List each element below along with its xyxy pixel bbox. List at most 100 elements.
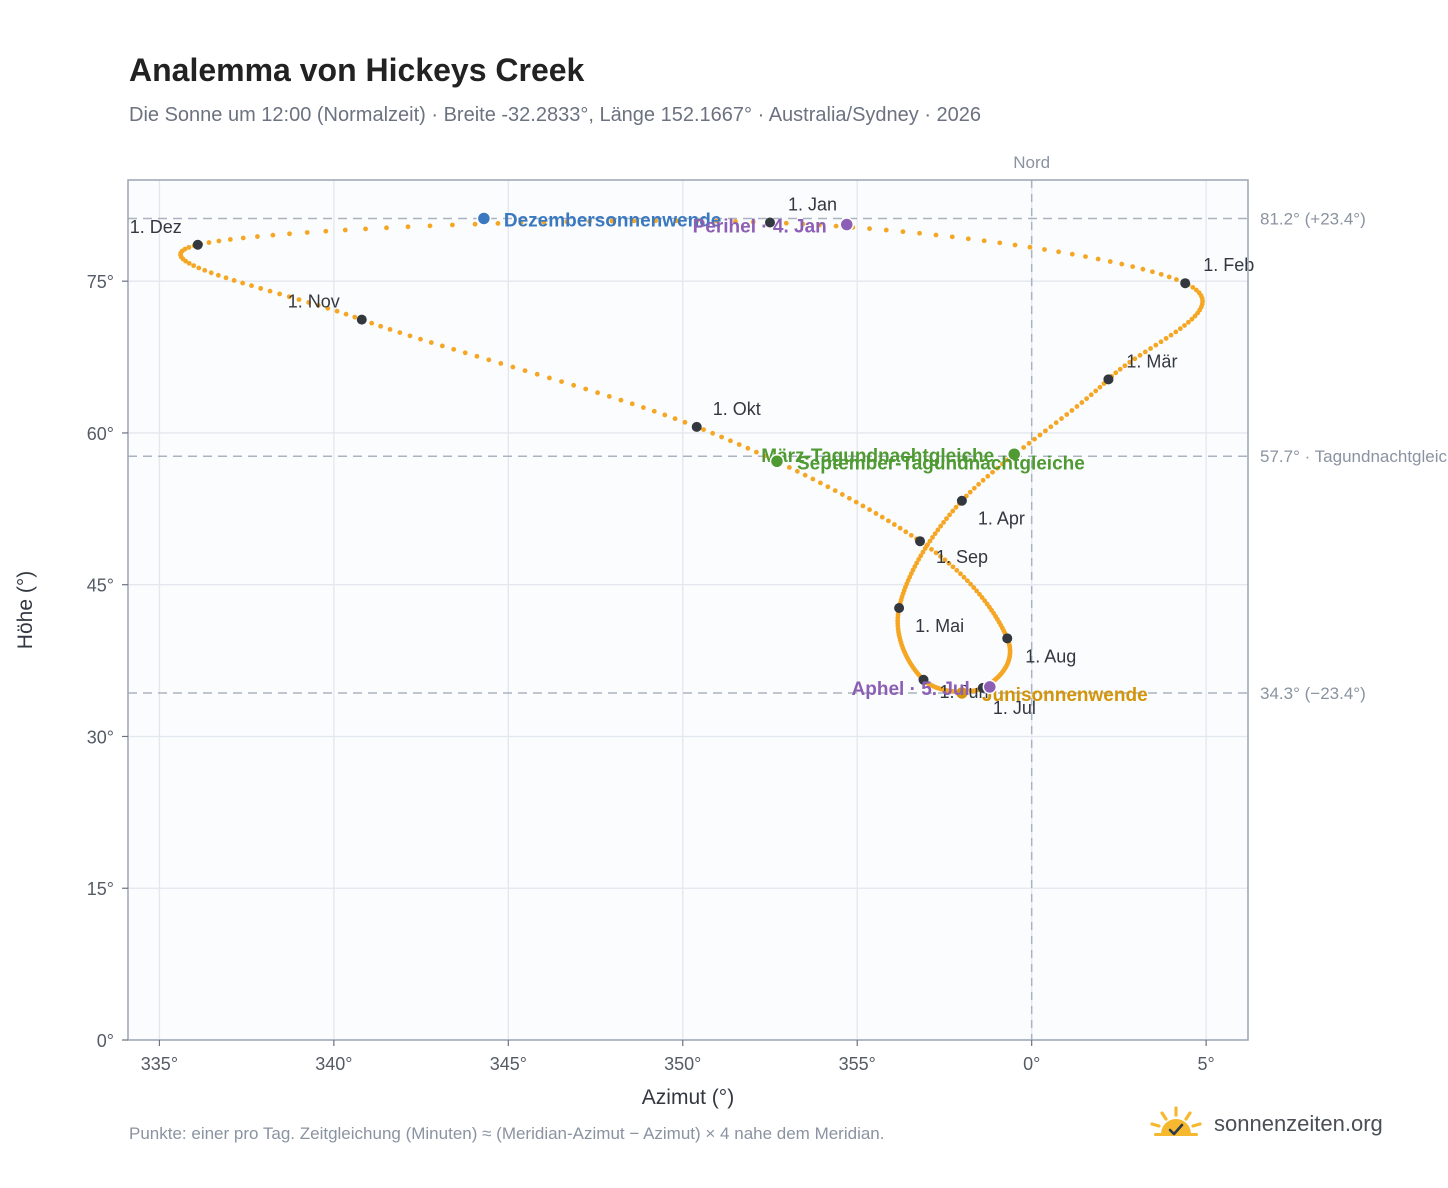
day-point (451, 346, 457, 352)
day-point (277, 291, 283, 297)
day-point (810, 476, 816, 482)
day-point (846, 495, 852, 501)
brand[interactable]: sonnenzeiten.org (1148, 1104, 1383, 1144)
day-point (1083, 254, 1088, 259)
day-point (191, 263, 197, 269)
day-point (833, 223, 839, 229)
chart-subtitle: Die Sonne um 12:00 (Normalzeit) · Breite… (129, 104, 982, 126)
day-point (662, 412, 668, 418)
day-point (595, 390, 600, 396)
month-marker (192, 239, 203, 250)
day-point (885, 518, 891, 524)
event-label: September-Tagundnachtgleiche (797, 453, 1085, 474)
day-point (397, 330, 403, 336)
day-point (1158, 339, 1164, 345)
day-point (462, 350, 468, 356)
day-point (950, 508, 956, 514)
event-label: Aphel · 5. Jul (852, 679, 970, 700)
day-point (927, 538, 933, 544)
day-point (1189, 316, 1195, 322)
month-marker (356, 314, 367, 325)
day-point (559, 379, 564, 385)
day-point (583, 386, 589, 392)
day-point (631, 218, 637, 224)
day-point (953, 504, 959, 510)
day-point (1079, 400, 1085, 405)
day-point (954, 567, 960, 573)
day-point (1069, 251, 1075, 257)
day-point (547, 375, 552, 381)
day-point (818, 480, 823, 486)
day-point (935, 527, 941, 533)
day-point (1012, 242, 1018, 248)
day-point (982, 598, 988, 604)
day-point (304, 230, 310, 235)
x-tick-label: 0° (1023, 1054, 1040, 1074)
day-point (920, 549, 926, 555)
day-point (914, 560, 920, 566)
day-point (965, 236, 971, 242)
day-point (750, 219, 756, 225)
y-axis-label: Höhe (°) (14, 571, 37, 649)
plot-frame (127, 179, 1249, 1041)
day-point (867, 507, 872, 513)
day-point (564, 219, 570, 225)
day-point (1177, 326, 1183, 332)
x-tick-label: 340° (315, 1054, 352, 1074)
day-point (495, 221, 501, 226)
day-point (974, 588, 980, 594)
day-point (800, 221, 806, 227)
day-point (753, 449, 759, 455)
event-label: Dezembersonnenwende (504, 210, 721, 231)
day-point (967, 489, 973, 495)
axes: 335° 340° 345° 350° 355° 0° 5° 0° 15° 30° 45° 60° 75… (87, 272, 1215, 1074)
y-tick-label: 75° (87, 272, 114, 292)
day-point (240, 280, 246, 286)
day-point (916, 557, 922, 562)
day-point (315, 302, 321, 308)
day-point (1168, 332, 1174, 338)
day-point (1122, 363, 1128, 369)
day-point (1174, 277, 1179, 282)
day-point (267, 288, 273, 294)
day-point (714, 218, 720, 224)
day-point (541, 219, 547, 225)
day-point (900, 229, 906, 235)
month-marker (691, 421, 702, 432)
day-point (674, 218, 680, 224)
day-point (286, 294, 292, 300)
day-point (701, 427, 706, 433)
day-point (995, 465, 1000, 471)
day-point (1048, 424, 1054, 430)
day-point (206, 240, 212, 245)
day-point (249, 283, 254, 289)
day-point (522, 368, 528, 374)
day-point (534, 371, 540, 377)
day-point (971, 585, 977, 590)
day-point (783, 220, 789, 226)
day-point (296, 297, 302, 302)
day-point (938, 553, 943, 559)
day-point (929, 546, 934, 552)
day-point (196, 265, 202, 271)
day-point (873, 511, 879, 516)
day-point (938, 523, 944, 529)
day-point (794, 468, 800, 474)
day-point (867, 226, 872, 232)
month-marker-label: 1. Jan (788, 194, 837, 214)
y-tick-label: 45° (87, 576, 114, 596)
day-point (968, 581, 974, 587)
day-point (942, 557, 948, 563)
chart-title: Analemma von Hickeys Creek (129, 52, 585, 88)
day-point (1137, 352, 1143, 358)
day-point (1142, 349, 1148, 355)
month-marker-label: 1. Okt (713, 399, 761, 419)
day-point (917, 230, 922, 236)
day-point (208, 270, 214, 276)
day-point (223, 275, 229, 281)
day-point (651, 408, 657, 414)
month-marker-label: 1. Nov (288, 292, 340, 312)
month-marker-label: 1. Jul (993, 698, 1036, 718)
day-point (186, 260, 192, 266)
